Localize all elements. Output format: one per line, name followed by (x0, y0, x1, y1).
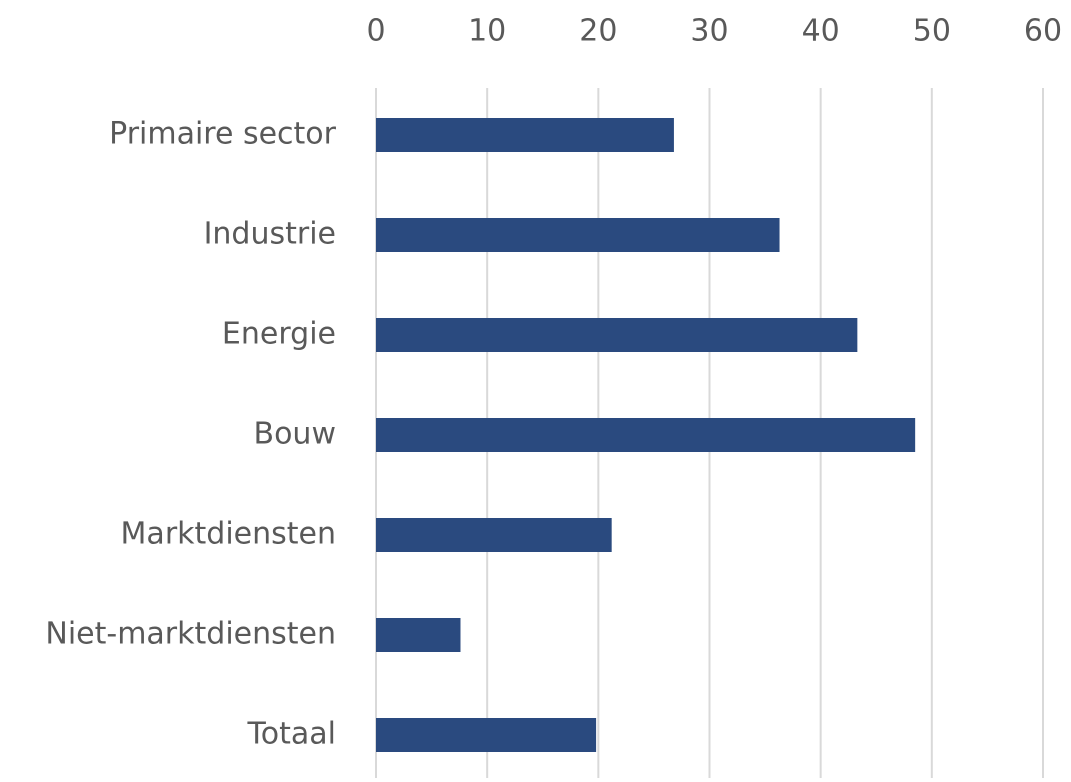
bar (376, 418, 916, 452)
x-tick-label: 50 (913, 14, 951, 49)
y-tick-label: Niet-marktdiensten (45, 617, 336, 652)
bar (376, 518, 612, 552)
y-tick-label: Energie (222, 317, 336, 352)
x-tick-label: 0 (366, 14, 385, 49)
bar (376, 318, 858, 352)
x-tick-label: 20 (579, 14, 617, 49)
bar (376, 218, 780, 252)
y-tick-label: Primaire sector (109, 117, 337, 152)
y-tick-label: Marktdiensten (121, 517, 336, 552)
bar (376, 118, 674, 152)
y-tick-label: Industrie (204, 217, 336, 252)
bar (376, 618, 461, 652)
x-tick-label: 10 (468, 14, 506, 49)
bar (376, 718, 597, 752)
x-tick-label: 60 (1024, 14, 1062, 49)
x-tick-label: 40 (802, 14, 840, 49)
y-tick-label: Bouw (254, 417, 337, 452)
y-tick-label: Totaal (247, 717, 336, 752)
x-tick-label: 30 (690, 14, 728, 49)
